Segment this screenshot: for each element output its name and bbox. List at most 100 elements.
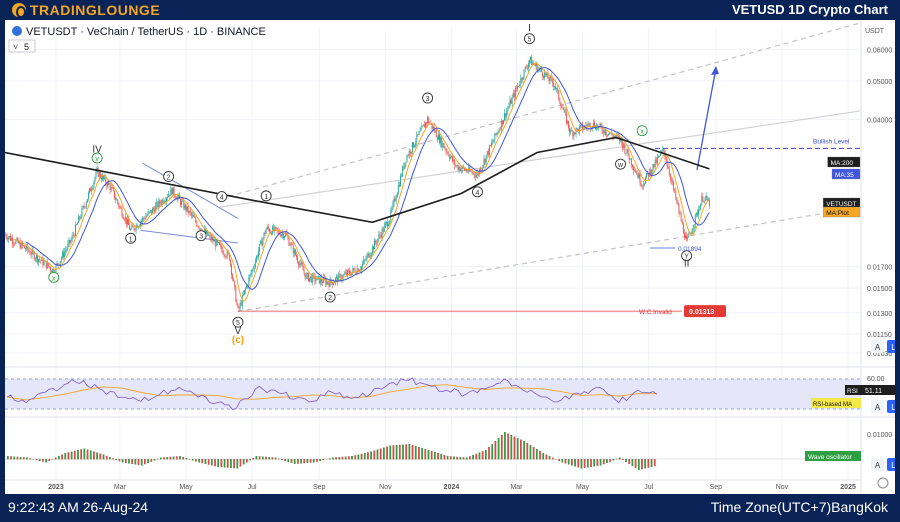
candle-body bbox=[327, 281, 329, 284]
candle-body bbox=[608, 133, 610, 136]
osc-bar bbox=[73, 450, 76, 460]
candle-body bbox=[464, 167, 465, 171]
candle-body bbox=[365, 259, 367, 261]
osc-bar bbox=[615, 458, 618, 460]
candle-body bbox=[670, 179, 672, 181]
candle-body bbox=[650, 169, 652, 175]
candle-body bbox=[573, 132, 575, 137]
osc-bar bbox=[612, 459, 615, 461]
candle-body bbox=[379, 234, 381, 236]
side-button[interactable] bbox=[887, 400, 895, 413]
candle-body bbox=[401, 175, 403, 177]
rsi-ma-tag bbox=[811, 398, 861, 408]
candle-body bbox=[410, 151, 412, 154]
candle-body bbox=[79, 216, 81, 219]
candle-body bbox=[225, 256, 227, 258]
candle-body bbox=[337, 276, 339, 283]
candle-body bbox=[648, 173, 650, 177]
candle-body bbox=[160, 203, 162, 205]
candle-body bbox=[477, 173, 478, 175]
candle-body bbox=[193, 215, 195, 218]
osc-bar bbox=[405, 444, 408, 460]
osc-bar bbox=[618, 457, 621, 460]
side-button[interactable] bbox=[871, 458, 884, 471]
candle-body bbox=[615, 134, 617, 137]
osc-bar bbox=[220, 459, 223, 468]
candle-body bbox=[288, 237, 290, 246]
osc-bar bbox=[93, 451, 95, 460]
candle-body bbox=[15, 240, 17, 244]
candle-body bbox=[69, 240, 71, 243]
candle-body bbox=[244, 290, 245, 295]
indicator-toggle[interactable] bbox=[8, 39, 36, 53]
osc-bar bbox=[67, 452, 70, 460]
osc-bar bbox=[644, 459, 647, 469]
osc-bar bbox=[446, 456, 449, 460]
x-tick-label: May bbox=[179, 484, 193, 491]
candle-body bbox=[172, 187, 174, 195]
osc-bar bbox=[338, 457, 341, 460]
candle-body bbox=[250, 273, 252, 275]
candle-body bbox=[209, 234, 211, 236]
candle-body bbox=[157, 202, 159, 208]
candle-body bbox=[267, 226, 269, 229]
candle-body bbox=[283, 233, 284, 239]
candle-body bbox=[605, 134, 607, 135]
osc-bar bbox=[590, 459, 592, 467]
osc-bar bbox=[341, 456, 344, 460]
candle-body bbox=[199, 228, 201, 230]
side-button[interactable] bbox=[887, 340, 895, 353]
candle-body bbox=[378, 234, 380, 239]
osc-bar bbox=[312, 459, 315, 463]
candle-body bbox=[353, 268, 355, 270]
side-button[interactable] bbox=[871, 400, 884, 413]
candle-body bbox=[14, 243, 16, 245]
x-tick-label: Sep bbox=[710, 484, 723, 491]
candle-body bbox=[516, 88, 517, 89]
candle-body bbox=[226, 251, 228, 257]
osc-bar bbox=[465, 457, 468, 460]
candle-body bbox=[309, 277, 310, 282]
candle-body bbox=[362, 264, 364, 267]
candle-body bbox=[687, 237, 689, 240]
rsi-name: RSI bbox=[847, 388, 858, 395]
candle-body bbox=[364, 259, 366, 261]
candle-body bbox=[133, 226, 135, 230]
osc-bar bbox=[507, 433, 510, 460]
candle-body bbox=[162, 199, 164, 203]
side-button[interactable] bbox=[871, 340, 884, 353]
candle-body bbox=[78, 216, 80, 223]
candle-body bbox=[280, 234, 282, 237]
side-buttons[interactable]: A L A L A L bbox=[871, 340, 895, 471]
candle-body bbox=[405, 161, 407, 163]
candle-body bbox=[182, 200, 184, 202]
osc-bar bbox=[274, 457, 277, 460]
candle-body bbox=[265, 228, 267, 234]
candle-body bbox=[253, 267, 255, 269]
candle-body bbox=[338, 274, 340, 283]
candle-body bbox=[444, 147, 446, 150]
candle-body bbox=[111, 187, 113, 189]
side-button[interactable] bbox=[887, 458, 895, 471]
osc-bar bbox=[529, 445, 532, 460]
candle-body bbox=[216, 239, 218, 243]
candle-body bbox=[531, 57, 533, 65]
side-button-label: L bbox=[891, 403, 895, 412]
wave-circle bbox=[125, 232, 137, 244]
candle-body bbox=[9, 236, 11, 241]
candle-body bbox=[495, 133, 497, 135]
candle-body bbox=[663, 148, 665, 150]
candle-body bbox=[163, 201, 165, 203]
price-label-tag bbox=[827, 156, 861, 168]
osc-bar bbox=[16, 456, 19, 460]
candle-body bbox=[47, 262, 49, 267]
osc-bar bbox=[83, 448, 86, 460]
candle-body bbox=[461, 166, 463, 169]
wave-label: I bbox=[528, 23, 531, 34]
wave-label: 2 bbox=[328, 295, 332, 302]
candle-body bbox=[691, 230, 693, 234]
candle-body bbox=[651, 171, 653, 175]
